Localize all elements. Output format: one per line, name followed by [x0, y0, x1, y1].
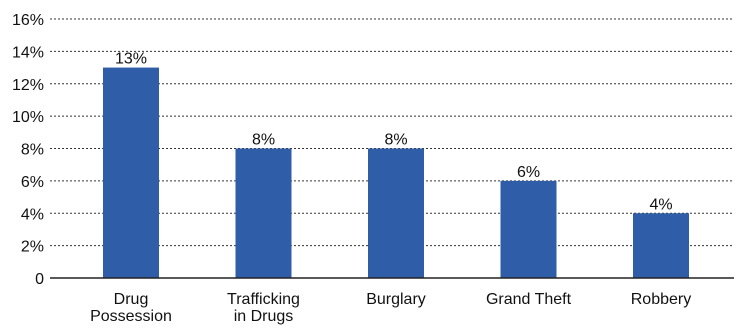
category-label-line: Trafficking [227, 291, 300, 308]
category-label-line: Drug [114, 291, 149, 308]
y-tick-label: 10% [12, 109, 44, 126]
x-axis-labels: Drug Possession Trafficking in Drugs Burglar… [90, 291, 691, 325]
data-label: 8% [252, 132, 275, 149]
bar [235, 148, 292, 278]
data-labels: 13% 8% 8% 6% 4% [115, 51, 673, 214]
y-axis-ticks: 0 2% 4% 6% 8% 10% 12% 14% 16% [12, 12, 44, 288]
bars [103, 67, 689, 278]
category-label-line: Robbery [631, 291, 691, 308]
bar [633, 213, 689, 278]
bar [368, 148, 424, 278]
category-label-line: in Drugs [234, 308, 294, 325]
y-tick-label: 4% [21, 206, 44, 223]
data-label: 13% [115, 51, 147, 68]
category-label: Drug Possession [90, 291, 172, 325]
category-label: Trafficking in Drugs [227, 291, 300, 325]
y-tick-label: 14% [12, 44, 44, 61]
category-label: Grand Theft [486, 291, 572, 308]
category-label-line: Grand Theft [486, 291, 572, 308]
category-label: Robbery [631, 291, 691, 308]
bar [103, 67, 159, 278]
data-label: 6% [517, 164, 540, 181]
y-tick-label: 8% [21, 142, 44, 159]
category-label-line: Possession [90, 308, 172, 325]
data-label: 4% [649, 196, 672, 213]
y-tick-label: 6% [21, 174, 44, 191]
category-label-line: Burglary [366, 291, 426, 308]
y-tick-label: 16% [12, 12, 44, 29]
y-tick-label: 0 [35, 271, 44, 288]
data-label: 8% [384, 132, 407, 149]
y-tick-label: 2% [21, 239, 44, 256]
category-label: Burglary [366, 291, 426, 308]
bar [500, 180, 557, 278]
y-tick-label: 12% [12, 77, 44, 94]
